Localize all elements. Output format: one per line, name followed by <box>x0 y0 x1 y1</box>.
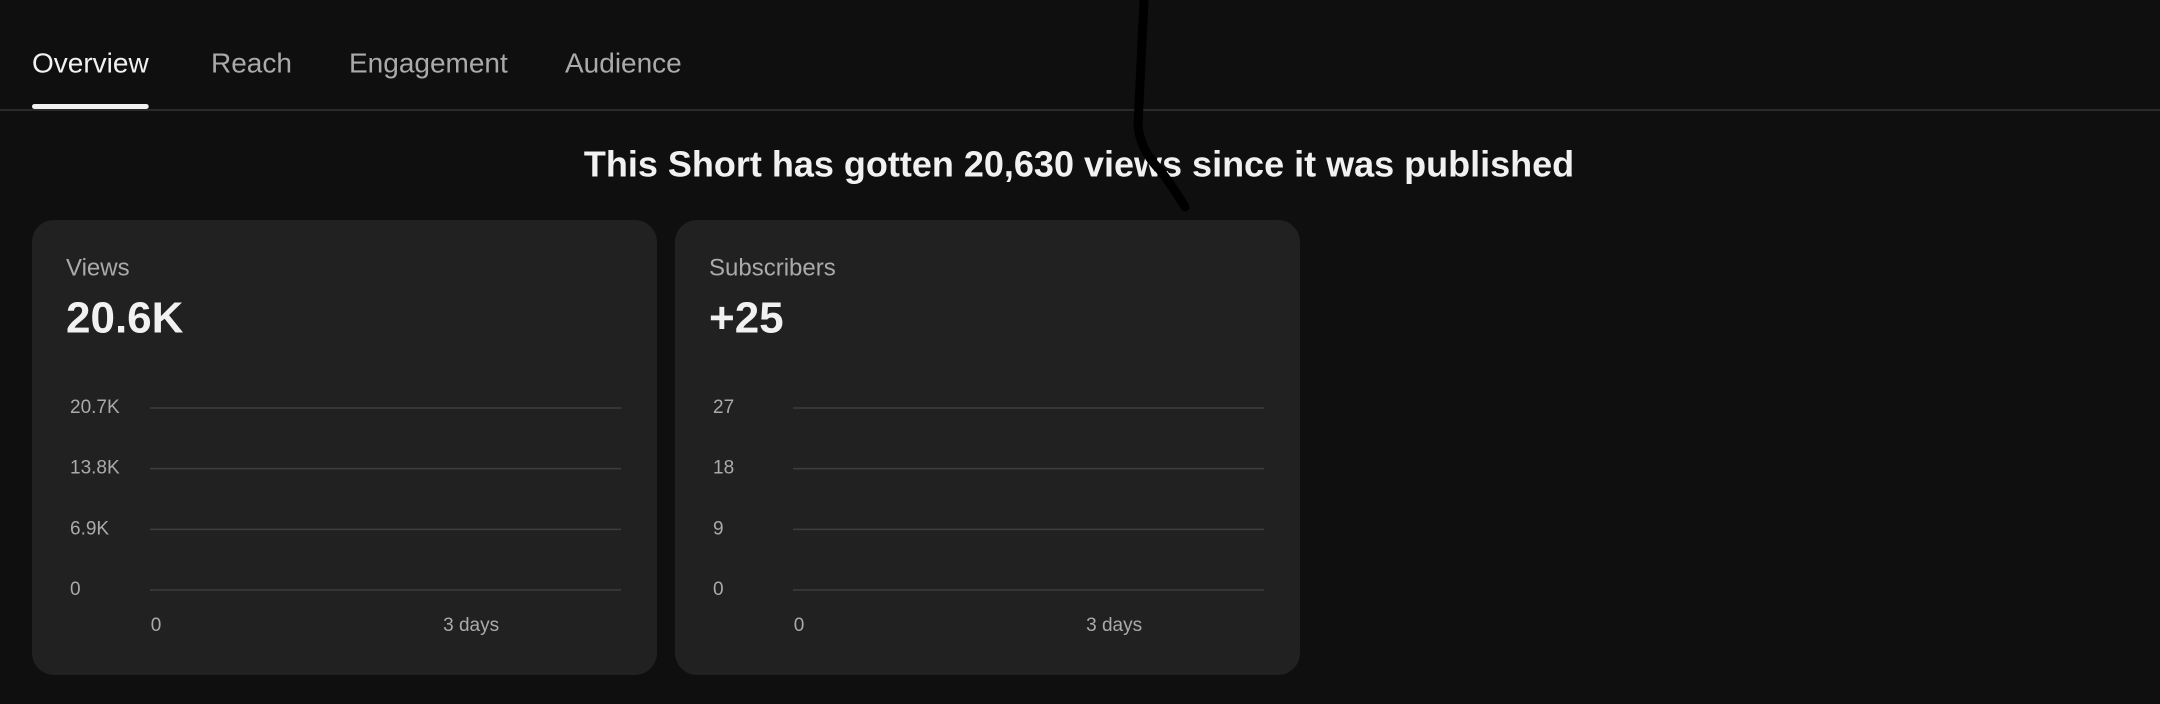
x-tick-label: 3 days <box>1086 615 1142 636</box>
card-value: +25 <box>709 294 784 343</box>
card-label: Views <box>66 254 130 281</box>
y-tick-label: 18 <box>713 458 734 479</box>
y-tick-label: 20.7K <box>70 397 120 418</box>
scribble <box>1133 0 1190 212</box>
tab[interactable]: Engagement <box>349 47 508 78</box>
y-tick-label: 6.9K <box>70 518 109 539</box>
y-tick-label: 9 <box>713 518 724 539</box>
tab-underline <box>32 104 149 109</box>
y-tick-label: 27 <box>713 397 734 418</box>
x-tick-label: 0 <box>151 615 162 636</box>
tab[interactable]: Audience <box>565 47 682 78</box>
x-tick-label: 3 days <box>443 615 499 636</box>
y-tick-label: 0 <box>713 579 724 600</box>
card-label: Subscribers <box>709 254 836 281</box>
headline: This Short has gotten 20,630 views since… <box>584 144 1574 185</box>
tab[interactable]: Overview <box>32 47 149 78</box>
tab[interactable]: Reach <box>211 47 292 78</box>
y-tick-label: 13.8K <box>70 458 120 479</box>
y-tick-label: 0 <box>70 579 81 600</box>
card <box>675 220 1300 675</box>
card-value: 20.6K <box>66 294 184 343</box>
card <box>32 220 657 675</box>
x-tick-label: 0 <box>794 615 805 636</box>
